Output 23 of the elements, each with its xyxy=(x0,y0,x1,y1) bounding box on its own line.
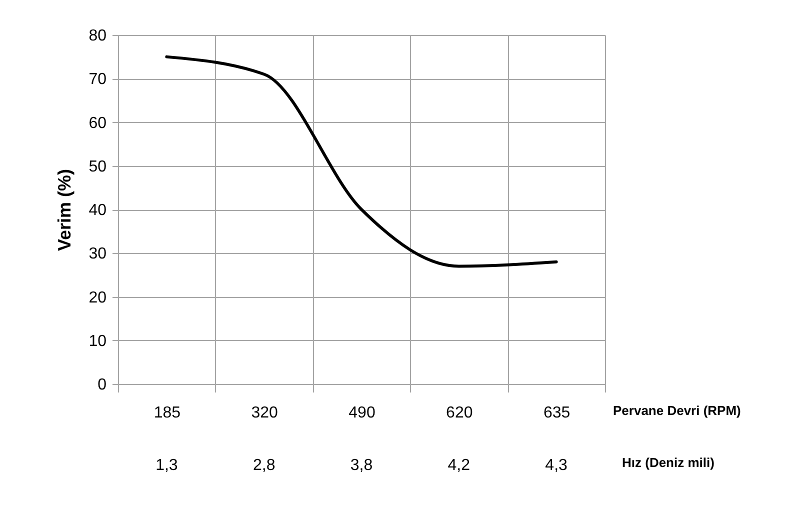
x-tick-label: 320 xyxy=(251,404,278,422)
y-tick-label: 10 xyxy=(88,332,107,350)
x-tick-label: 185 xyxy=(154,404,181,422)
y-tick-label: 60 xyxy=(88,114,107,132)
y-axis-title: Verim (%) xyxy=(54,168,75,252)
text: Hız (Deniz mili) xyxy=(622,455,714,470)
y-tick-label: 70 xyxy=(88,71,107,88)
y-tick-label: 20 xyxy=(88,289,107,306)
x-tick-label: 635 xyxy=(543,404,570,422)
y-tick-label: 0 xyxy=(98,376,107,394)
x-tick-label: 620 xyxy=(446,404,473,422)
text: 4,2 xyxy=(448,457,470,474)
line-series xyxy=(165,55,558,268)
text: 2,8 xyxy=(252,457,276,474)
y-tick-label: 80 xyxy=(88,28,107,44)
text: 1,3 xyxy=(156,457,178,474)
x-tick-label: 490 xyxy=(348,404,376,422)
x-axis-title: Pervane Devri (RPM) xyxy=(613,403,741,418)
y-tick-label: 50 xyxy=(88,158,107,176)
text: 3,8 xyxy=(350,457,373,474)
y-tick-label: 30 xyxy=(88,246,107,263)
text: 4,3 xyxy=(545,457,568,474)
y-tick-label: 40 xyxy=(88,202,107,219)
